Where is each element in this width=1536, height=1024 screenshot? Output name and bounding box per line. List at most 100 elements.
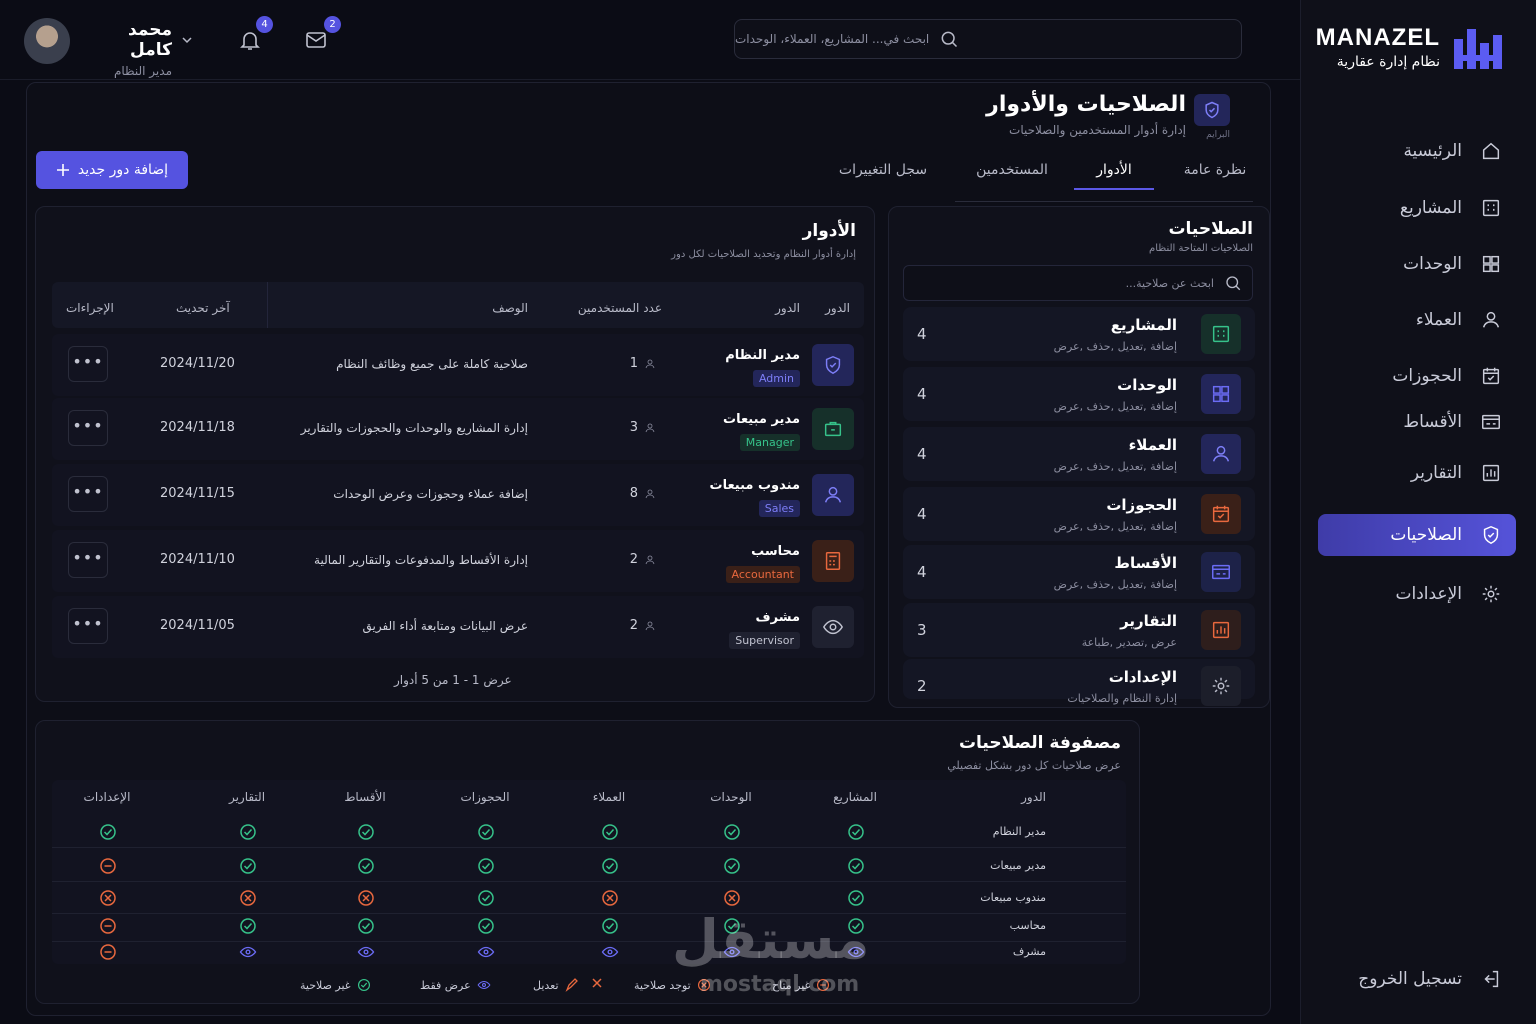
sidebar: MANAZEL نظام إدارة عقارية الرئيسية المشار… <box>1300 0 1536 1024</box>
table-row[interactable]: مندوب مبيعات Sales 8 إضافة عملاء وحجوزات وع… <box>52 464 864 526</box>
tab-users[interactable]: المستخدمين <box>976 162 1048 178</box>
matrix-cell-full-icon[interactable] <box>239 857 257 875</box>
permission-count: 4 <box>917 505 927 523</box>
matrix-cell-check-icon[interactable] <box>847 917 865 935</box>
matrix-cell-view-icon[interactable] <box>723 943 741 961</box>
sidebar-item-label: الصلاحيات <box>1390 525 1462 545</box>
role-name: مندوب مبيعات <box>709 478 800 493</box>
permission-item[interactable]: الأقساط إضافة ,تعديل ,حذف ,عرض 4 <box>903 545 1255 599</box>
matrix-cell-check-icon[interactable] <box>847 889 865 907</box>
more-actions-button[interactable]: ••• <box>68 542 108 578</box>
table-row[interactable]: مشرف Supervisor 2 عرض البيانات ومتابعة أداء… <box>52 596 864 658</box>
permission-item[interactable]: العملاء إضافة ,تعديل ,حذف ,عرض 4 <box>903 427 1255 481</box>
search-bar[interactable]: ابحث في... المشاريع، العملاء، الوحدات <box>734 19 1242 59</box>
user-role: مدير النظام <box>113 64 172 78</box>
role-user-count: 2 <box>630 618 656 633</box>
permission-item[interactable]: الإعدادات إدارة النظام والصلاحيات 2 <box>903 659 1255 706</box>
permission-actions: إدارة النظام والصلاحيات <box>1067 692 1177 705</box>
chevron-down-icon[interactable] <box>180 33 194 47</box>
matrix-cell-full-icon[interactable] <box>357 857 375 875</box>
user-icon <box>1212 445 1230 462</box>
more-actions-button[interactable]: ••• <box>68 410 108 446</box>
avatar[interactable] <box>24 18 70 64</box>
legend-none: غير متاح <box>772 978 830 992</box>
user-icon <box>824 486 842 503</box>
user-icon <box>645 621 655 630</box>
tab-roles[interactable]: الأدوار <box>1074 150 1154 190</box>
roles-subtitle: إدارة أدوار النظام وتحديد الصلاحيات لكل … <box>671 249 856 260</box>
user-info[interactable]: محمد كامل مدير النظام <box>82 20 172 78</box>
matrix-cell-check-icon[interactable] <box>357 917 375 935</box>
tab-changelog[interactable]: سجل التغييرات <box>838 162 928 178</box>
matrix-cell-check-icon[interactable] <box>477 889 495 907</box>
matrix-cell-view-icon[interactable] <box>239 943 257 961</box>
sidebar-item-wallet[interactable]: الأقساط <box>1318 401 1516 443</box>
matrix-cell-full-icon[interactable] <box>601 823 619 841</box>
close-icon <box>592 978 602 988</box>
matrix-cell-full-icon[interactable] <box>239 823 257 841</box>
sidebar-item-user[interactable]: العملاء <box>1318 299 1516 341</box>
role-user-count-value: 2 <box>629 552 638 567</box>
table-row[interactable]: مدير النظام Admin 1 صلاحية كاملة على جميع و… <box>52 334 864 396</box>
matrix-cell-full-icon[interactable] <box>723 823 741 841</box>
matrix-row-role: مدير مبيعات <box>990 859 1046 872</box>
permission-item[interactable]: المشاريع إضافة ,تعديل ,حذف ,عرض 4 <box>903 307 1255 361</box>
sidebar-item-grid[interactable]: الوحدات <box>1318 243 1516 285</box>
permission-icon <box>1201 494 1241 534</box>
more-actions-button[interactable]: ••• <box>68 476 108 512</box>
matrix-cell-full-icon[interactable] <box>601 857 619 875</box>
matrix-cell-deny-icon[interactable] <box>99 889 117 907</box>
permission-item[interactable]: التقارير عرض ,تصدير ,طباعة 3 <box>903 603 1255 657</box>
matrix-cell-deny-icon[interactable] <box>357 889 375 907</box>
matrix-cell-full-icon[interactable] <box>477 823 495 841</box>
sidebar-item-home[interactable]: الرئيسية <box>1318 130 1516 172</box>
sidebar-item-shield[interactable]: الصلاحيات <box>1318 514 1516 556</box>
logout-button[interactable]: تسجيل الخروج <box>1318 958 1516 1000</box>
permission-item[interactable]: الحجوزات إضافة ,تعديل ,حذف ,عرض 4 <box>903 487 1255 541</box>
permission-item[interactable]: الوحدات إضافة ,تعديل ,حذف ,عرض 4 <box>903 367 1255 421</box>
matrix-cell-full-icon[interactable] <box>723 857 741 875</box>
legend-label: عرض فقط <box>420 978 471 992</box>
messages-button[interactable]: 2 <box>304 16 341 56</box>
matrix-cell-deny-icon[interactable] <box>723 889 741 907</box>
matrix-cell-none-icon[interactable] <box>99 857 117 875</box>
sidebar-item-gear[interactable]: الإعدادات <box>1318 573 1516 615</box>
more-actions-button[interactable]: ••• <box>68 608 108 644</box>
briefcase-icon <box>824 421 842 437</box>
matrix-cell-full-icon[interactable] <box>477 857 495 875</box>
notifications-button[interactable]: 4 <box>238 16 273 56</box>
permissions-search-input[interactable]: ابحث عن صلاحية... <box>903 265 1253 301</box>
matrix-cell-check-icon[interactable] <box>601 917 619 935</box>
matrix-cell-none-icon[interactable] <box>99 917 117 935</box>
table-row[interactable]: مدير مبيعات Manager 3 إدارة المشاريع والوحد… <box>52 398 864 460</box>
more-actions-button[interactable]: ••• <box>68 346 108 382</box>
role-user-count-value: 2 <box>629 618 638 633</box>
matrix-cell-view-icon[interactable] <box>477 943 495 961</box>
matrix-cell-full-icon[interactable] <box>357 823 375 841</box>
grid-icon <box>1482 255 1500 273</box>
matrix-cell-view-icon[interactable] <box>601 943 619 961</box>
sidebar-item-chart[interactable]: التقارير <box>1318 452 1516 494</box>
table-row[interactable]: محاسب Accountant 2 إدارة الأقساط والمدفوعات… <box>52 530 864 592</box>
add-role-button[interactable]: إضافة دور جديد <box>36 151 188 189</box>
breadcrumb[interactable]: البرايم <box>1206 130 1230 140</box>
matrix-cell-check-icon[interactable] <box>239 917 257 935</box>
matrix-cell-full-icon[interactable] <box>847 823 865 841</box>
matrix-cell-check-icon[interactable] <box>477 917 495 935</box>
mail-icon <box>306 32 326 48</box>
sidebar-item-building[interactable]: المشاريع <box>1318 187 1516 229</box>
search-input[interactable]: ابحث في... المشاريع، العملاء، الوحدات <box>735 32 930 46</box>
matrix-cell-check-icon[interactable] <box>99 823 117 841</box>
role-user-count-value: 1 <box>629 356 638 371</box>
matrix-cell-check-icon[interactable] <box>723 917 741 935</box>
sidebar-item-calendar[interactable]: الحجوزات <box>1318 355 1516 397</box>
matrix-cell-none-icon[interactable] <box>99 943 117 961</box>
matrix-cell-deny-icon[interactable] <box>601 889 619 907</box>
matrix-cell-full-icon[interactable] <box>847 857 865 875</box>
gear-icon <box>1482 585 1500 603</box>
matrix-cell-view-icon[interactable] <box>847 943 865 961</box>
matrix-cell-deny-icon[interactable] <box>239 889 257 907</box>
role-updated: 2024/11/05 <box>160 618 235 633</box>
tab-overview[interactable]: نظرة عامة <box>1183 162 1247 178</box>
matrix-cell-view-icon[interactable] <box>357 943 375 961</box>
